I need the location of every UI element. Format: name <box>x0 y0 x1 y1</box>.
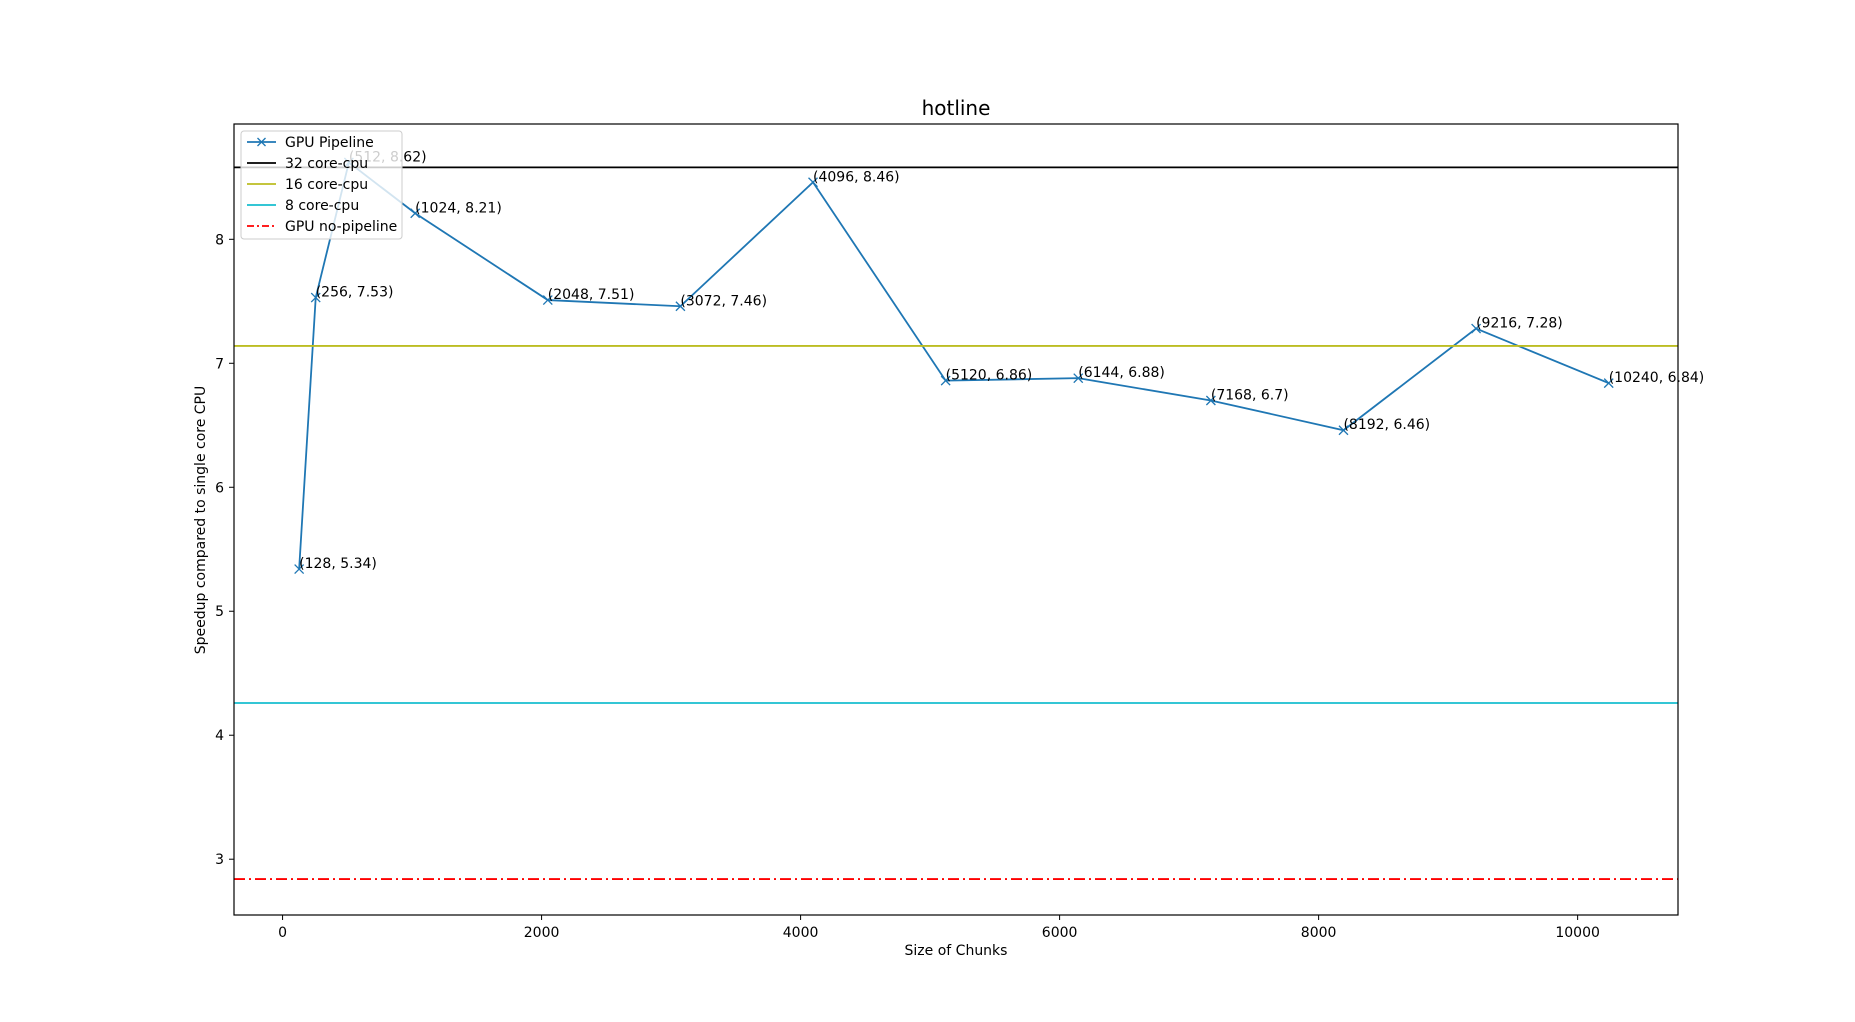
series-line-gpu-pipeline <box>298 160 1610 570</box>
data-point-marker <box>1205 395 1216 406</box>
series-layer <box>234 157 1678 880</box>
data-point-marker <box>940 375 951 386</box>
legend-items: GPU Pipeline 32 core-cpu 16 core-cpu 8 core… <box>247 135 397 235</box>
data-point-marker <box>1338 425 1349 436</box>
legend-label: 16 core-cpu <box>285 177 368 193</box>
x-axis-ticks: 0 2000 4000 6000 8000 10000 <box>278 915 1600 941</box>
y-axis-label: Speedup compared to single core CPU <box>193 386 209 655</box>
x-tick-label: 8000 <box>1301 925 1337 941</box>
data-point-marker <box>310 292 321 303</box>
legend-label: 8 core-cpu <box>285 198 359 214</box>
data-point-label: (1024, 8.21) <box>415 200 502 216</box>
y-tick-label: 6 <box>215 480 224 496</box>
data-point-label: (2048, 7.51) <box>548 287 635 303</box>
legend-item: 32 core-cpu <box>247 156 368 172</box>
x-tick-label: 10000 <box>1555 925 1600 941</box>
x-tick-label: 4000 <box>783 925 819 941</box>
legend-item: 8 core-cpu <box>247 198 359 214</box>
data-point-marker <box>542 295 553 306</box>
y-tick-label: 3 <box>215 852 224 868</box>
data-point-label: (3072, 7.46) <box>680 293 767 309</box>
y-tick-label: 4 <box>215 728 224 744</box>
data-point-label: (7168, 6.7) <box>1211 387 1289 403</box>
legend-item: GPU no-pipeline <box>247 219 397 235</box>
y-tick-label: 8 <box>215 232 224 248</box>
legend-box <box>240 130 403 240</box>
legend-label: GPU Pipeline <box>285 135 374 151</box>
y-tick-label: 5 <box>215 604 224 620</box>
data-point-marker <box>1073 373 1084 384</box>
legend-label: GPU no-pipeline <box>285 219 397 235</box>
legend: GPU Pipeline 32 core-cpu 16 core-cpu 8 core… <box>240 130 403 240</box>
legend-item: GPU Pipeline <box>247 135 374 151</box>
data-point-marker <box>294 564 305 575</box>
x-tick-label: 6000 <box>1042 925 1078 941</box>
chart-title: hotline <box>922 96 991 120</box>
data-point-marker <box>1603 378 1614 389</box>
data-point-label: (6144, 6.88) <box>1078 365 1165 381</box>
legend-label: 32 core-cpu <box>285 156 368 172</box>
data-point-marker <box>675 301 686 312</box>
data-point-label: (256, 7.53) <box>316 285 394 301</box>
data-point-label: (9216, 7.28) <box>1476 316 1563 332</box>
y-tick-label: 7 <box>215 356 224 372</box>
data-point-label: (5120, 6.86) <box>946 368 1033 384</box>
plot-area-frame <box>233 123 1679 916</box>
data-point-marker <box>808 177 818 188</box>
x-tick-label: 2000 <box>524 925 560 941</box>
data-point-label: (10240, 6.84) <box>1609 370 1705 386</box>
data-point-marker <box>1471 323 1482 334</box>
x-tick-label: 0 <box>278 925 287 941</box>
data-point-label: (4096, 8.46) <box>813 169 900 185</box>
point-labels: (128, 5.34)(256, 7.53)(512, 8.62)(1024, … <box>299 149 1704 572</box>
data-point-label: (8192, 6.46) <box>1343 417 1430 433</box>
data-point-marker <box>410 208 421 219</box>
legend-item: 16 core-cpu <box>247 177 368 193</box>
x-axis-label: Size of Chunks <box>905 943 1008 959</box>
y-axis-ticks: 3 4 5 6 7 8 <box>215 232 234 868</box>
data-point-label: (128, 5.34) <box>299 556 377 572</box>
